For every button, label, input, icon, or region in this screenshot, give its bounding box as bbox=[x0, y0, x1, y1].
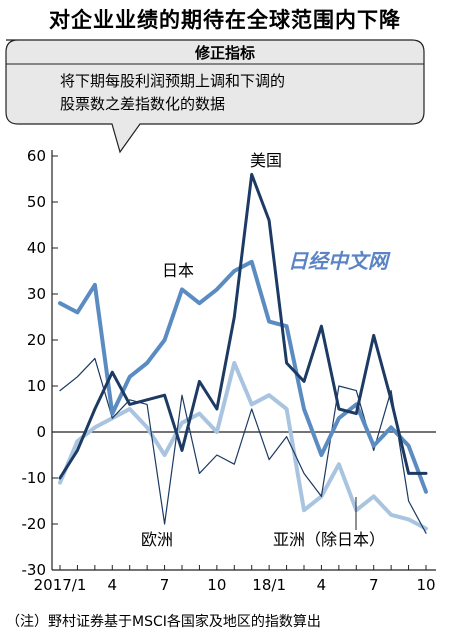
y-tick-label: 0 bbox=[36, 423, 46, 441]
series-label-japan: 日本 bbox=[162, 261, 194, 280]
footnote: （注）野村证券基于MSCI各国家及地区的指数算出 bbox=[6, 613, 321, 630]
chart-title: 对企业业绩的期待在全球范围内下降 bbox=[49, 8, 401, 32]
series-label-us: 美国 bbox=[250, 151, 282, 170]
series-line-us bbox=[58, 172, 428, 480]
x-tick-label: 2017/1 bbox=[34, 576, 87, 594]
info-box-title: 修正指标 bbox=[194, 44, 255, 62]
info-box-line1: 将下期每股利润预期上调和下调的 bbox=[60, 72, 285, 90]
info-box-line2: 股票数之差指数化的数据 bbox=[60, 95, 225, 113]
series-label-asia: 亚洲（除日本） bbox=[273, 530, 385, 549]
info-box: 修正指标 将下期每股利润预期上调和下调的 股票数之差指数化的数据 bbox=[5, 39, 425, 154]
series-label-europe: 欧洲 bbox=[141, 530, 173, 549]
x-tick-label: 4 bbox=[108, 576, 118, 594]
x-tick-label: 18/1 bbox=[252, 576, 286, 594]
y-tick-label: -30 bbox=[22, 561, 47, 579]
series-line-japan bbox=[58, 259, 428, 494]
x-tick-label: 10 bbox=[207, 576, 226, 594]
y-tick-label: 10 bbox=[27, 377, 46, 395]
plot-series bbox=[58, 172, 428, 534]
x-axis: 2017/1 4 7 10 18/1 4 7 10 bbox=[34, 565, 436, 594]
y-tick-label: 30 bbox=[27, 285, 46, 303]
x-tick-label: 4 bbox=[317, 576, 327, 594]
y-tick-label: 60 bbox=[27, 147, 46, 165]
x-tick-label: 7 bbox=[160, 576, 170, 594]
watermark-logo: 日经中文网 bbox=[288, 249, 391, 273]
x-tick-label: 7 bbox=[369, 576, 379, 594]
series-line-asia bbox=[58, 361, 428, 531]
y-tick-label: -20 bbox=[22, 515, 47, 533]
y-tick-label: -10 bbox=[22, 469, 47, 487]
y-tick-label: 20 bbox=[27, 331, 46, 349]
y-axis: 60 50 40 30 20 10 0 -10 -20 -30 bbox=[22, 147, 436, 579]
info-box-shape bbox=[5, 39, 425, 154]
y-tick-label: 40 bbox=[27, 239, 46, 257]
x-tick-label: 10 bbox=[416, 576, 435, 594]
y-tick-label: 50 bbox=[27, 193, 46, 211]
